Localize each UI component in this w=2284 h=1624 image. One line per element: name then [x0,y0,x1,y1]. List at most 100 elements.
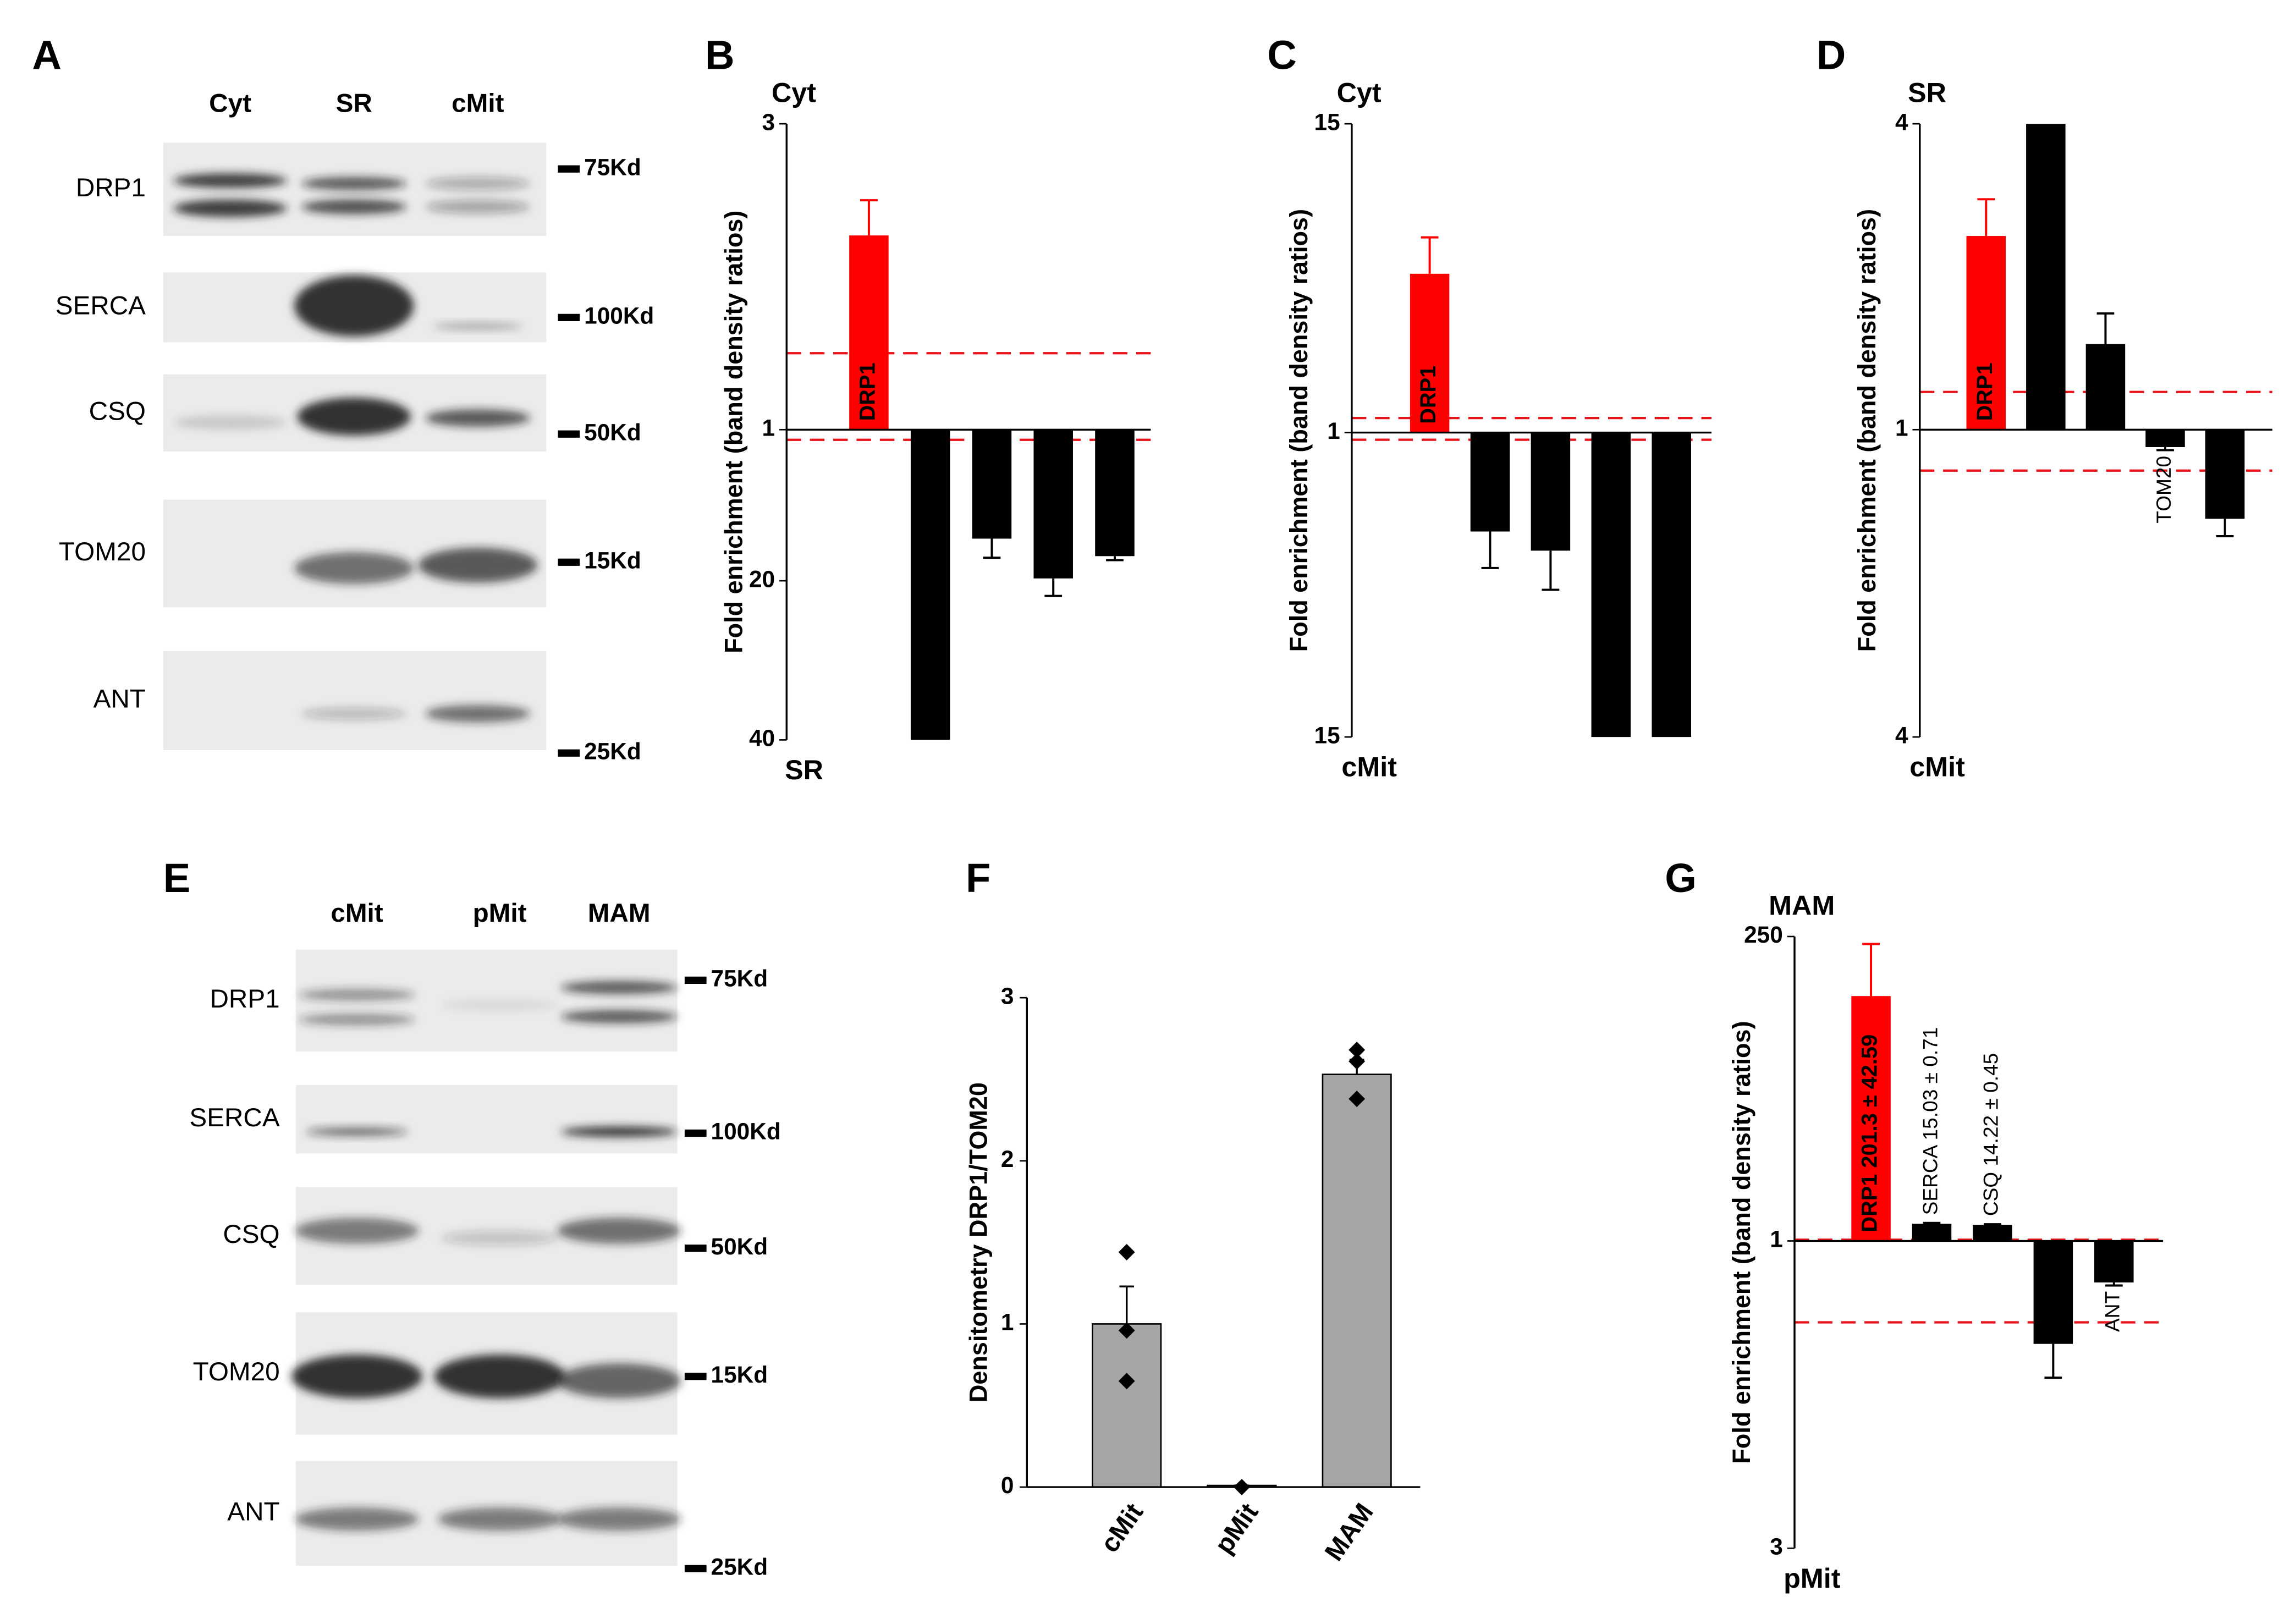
y-tick-label: 3 [762,109,775,135]
blot-band [557,1363,681,1399]
top-axis-label: SR [1908,76,1946,108]
bar-label: SERCA 15.93 ± 3.43 [2032,218,2056,421]
panel-letter: E [163,855,190,901]
bottom-axis-label: cMit [1909,751,1965,783]
blot-band [295,1218,419,1244]
blot-band [560,981,678,994]
bar [1912,1224,1952,1241]
blot-band [301,708,407,720]
blot-band [294,275,414,337]
y-tick-label: 15 [1314,722,1340,748]
y-tick-label: 1 [1327,418,1340,444]
bar-label: TOM20 [2152,456,2175,524]
blot-band [560,1010,678,1023]
blot-band [291,1355,423,1399]
blot-band [173,173,287,188]
marker-dash [558,558,580,566]
protein-label: DRP1 [76,173,146,202]
blot-band [299,1014,415,1026]
blot-band [294,552,414,585]
bar [1470,432,1510,532]
marker-label: 50Kd [584,419,641,445]
y-tick-label: 40 [749,725,775,751]
bar-label: ANT 36.69 ± 4.38 [1658,441,1682,613]
bar-label: CSQ [978,438,1003,486]
y-axis-title: Fold enrichment (band density ratios) [1285,209,1313,652]
protein-label: TOM20 [193,1357,280,1386]
marker-dash [558,430,580,438]
marker-label: 75Kd [711,966,768,992]
blot-band [437,1507,562,1531]
y-tick-label: 20 [749,566,775,592]
bar [1033,430,1073,579]
marker-label: 100Kd [711,1119,781,1144]
blot-band [560,1126,678,1137]
bar [1322,1074,1392,1488]
blot-strip [295,1085,678,1154]
blot-band [297,398,411,436]
bar-label: DRP1 [1416,366,1440,424]
marker-label: 15Kd [711,1362,768,1388]
bar [910,430,950,740]
top-axis-label: MAM [1769,889,1835,921]
bar-label: SERCA 15.03 ± 0.71 [1918,1027,1941,1215]
blot-band [301,199,407,214]
marker-dash [558,313,580,321]
blot-band [295,1507,419,1531]
panel-letter: G [1665,855,1697,901]
blot-band [173,415,287,430]
panel-letter: A [32,32,62,78]
panel-letter: D [1817,32,1846,78]
lane-label: cMit [331,899,383,928]
bottom-axis-label: cMit [1341,751,1397,783]
bar [1531,432,1571,551]
y-tick-label: 1 [1895,415,1908,441]
bar [1973,1225,2012,1241]
bar [1591,432,1631,737]
panel-letter: C [1267,32,1297,78]
blot-band [425,704,531,723]
marker-dash [684,976,707,984]
bar-label: ANT [1101,438,1125,483]
bar [1095,430,1135,557]
y-axis-title: Fold enrichment (band density ratios) [1853,209,1881,652]
y-axis-title: Densitometry DRP1/TOM20 [964,1082,992,1402]
bar-label: TOM20 [1040,438,1064,511]
bar-label: TOM20 23.75 ± 2.75 [1598,441,1622,641]
blot-band [557,1218,681,1244]
bar-label: DRP1 [855,362,879,421]
marker-label: 50Kd [711,1234,768,1259]
bar [2033,1241,2073,1344]
lane-label: Cyt [209,89,251,118]
bar-label: CSQ [2092,373,2116,421]
y-tick-label: 4 [1895,722,1908,748]
blot-band [441,999,558,1011]
protein-label: DRP1 [210,984,280,1014]
protein-label: CSQ [223,1220,279,1249]
marker-dash [558,749,580,757]
bar-label: DRP1 201.3 ± 42.59 [1858,1034,1882,1232]
blot-band [418,547,538,583]
protein-label: TOM20 [59,537,146,566]
blot-band [299,989,415,1001]
blot-strip [163,651,547,750]
bar [2026,124,2066,430]
marker-dash [558,165,580,173]
y-tick-label: 2 [1001,1146,1014,1172]
y-tick-label: 3 [1770,1533,1783,1559]
bar [1851,996,1891,1241]
y-tick-label: 1 [1770,1226,1783,1252]
bar [2205,430,2245,519]
top-axis-label: Cyt [772,76,816,108]
bar-label: ANT [2211,438,2236,483]
bar [2085,344,2126,430]
blot-band [425,177,531,190]
bar-label: SERCA [1477,441,1501,518]
protein-label: SERCA [56,291,146,320]
y-tick-label: 4 [1895,109,1908,135]
bottom-axis-label: pMit [1784,1562,1841,1594]
protein-label: CSQ [89,397,146,426]
y-tick-label: 250 [1744,922,1783,948]
bar-label: ANT [2101,1291,2124,1332]
